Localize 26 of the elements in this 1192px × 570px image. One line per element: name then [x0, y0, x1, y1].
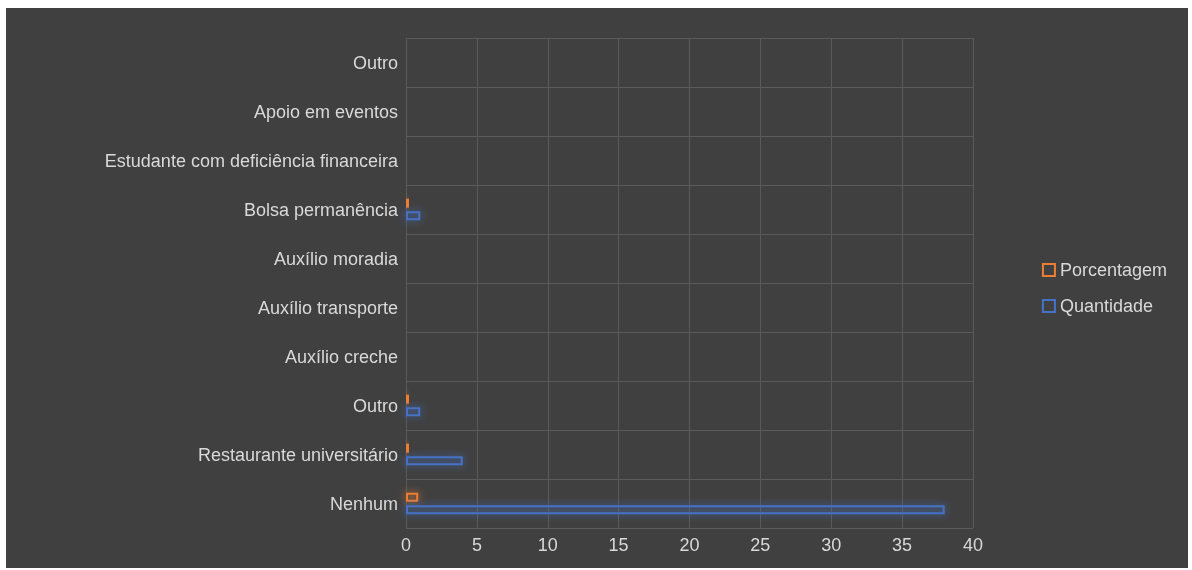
- y-tick-label: Auxílio moradia: [273, 248, 399, 269]
- x-tick-label: 40: [962, 535, 984, 555]
- x-tick-label: 10: [537, 535, 558, 555]
- y-tick-label: Restaurante universitário: [197, 444, 398, 465]
- x-tick-label: 25: [750, 535, 771, 555]
- y-tick-label: Auxílio transporte: [257, 297, 398, 318]
- y-tick-label: Estudante com deficiência financeira: [104, 150, 399, 171]
- y-tick-label: Outro: [352, 395, 398, 416]
- x-tick-label: 0: [400, 535, 412, 555]
- x-tick-label: 35: [892, 535, 913, 555]
- x-tick-label: 5: [471, 535, 482, 555]
- bar: [406, 456, 463, 466]
- legend-label: Porcentagem: [1059, 260, 1167, 280]
- bar: [406, 211, 421, 221]
- y-tick-label: Auxílio creche: [284, 346, 398, 367]
- legend-label: Quantidade: [1059, 296, 1154, 316]
- bar: [406, 505, 945, 515]
- y-tick-label: Nenhum: [329, 493, 398, 514]
- x-tick-label: 30: [821, 535, 842, 555]
- y-tick-label: Outro: [352, 52, 398, 73]
- bar: [406, 492, 419, 502]
- y-tick-label: Apoio em eventos: [253, 101, 398, 122]
- x-tick-label: 20: [679, 535, 700, 555]
- bar: [406, 407, 421, 417]
- y-tick-label: Bolsa permanência: [243, 199, 399, 220]
- x-tick-label: 15: [608, 535, 629, 555]
